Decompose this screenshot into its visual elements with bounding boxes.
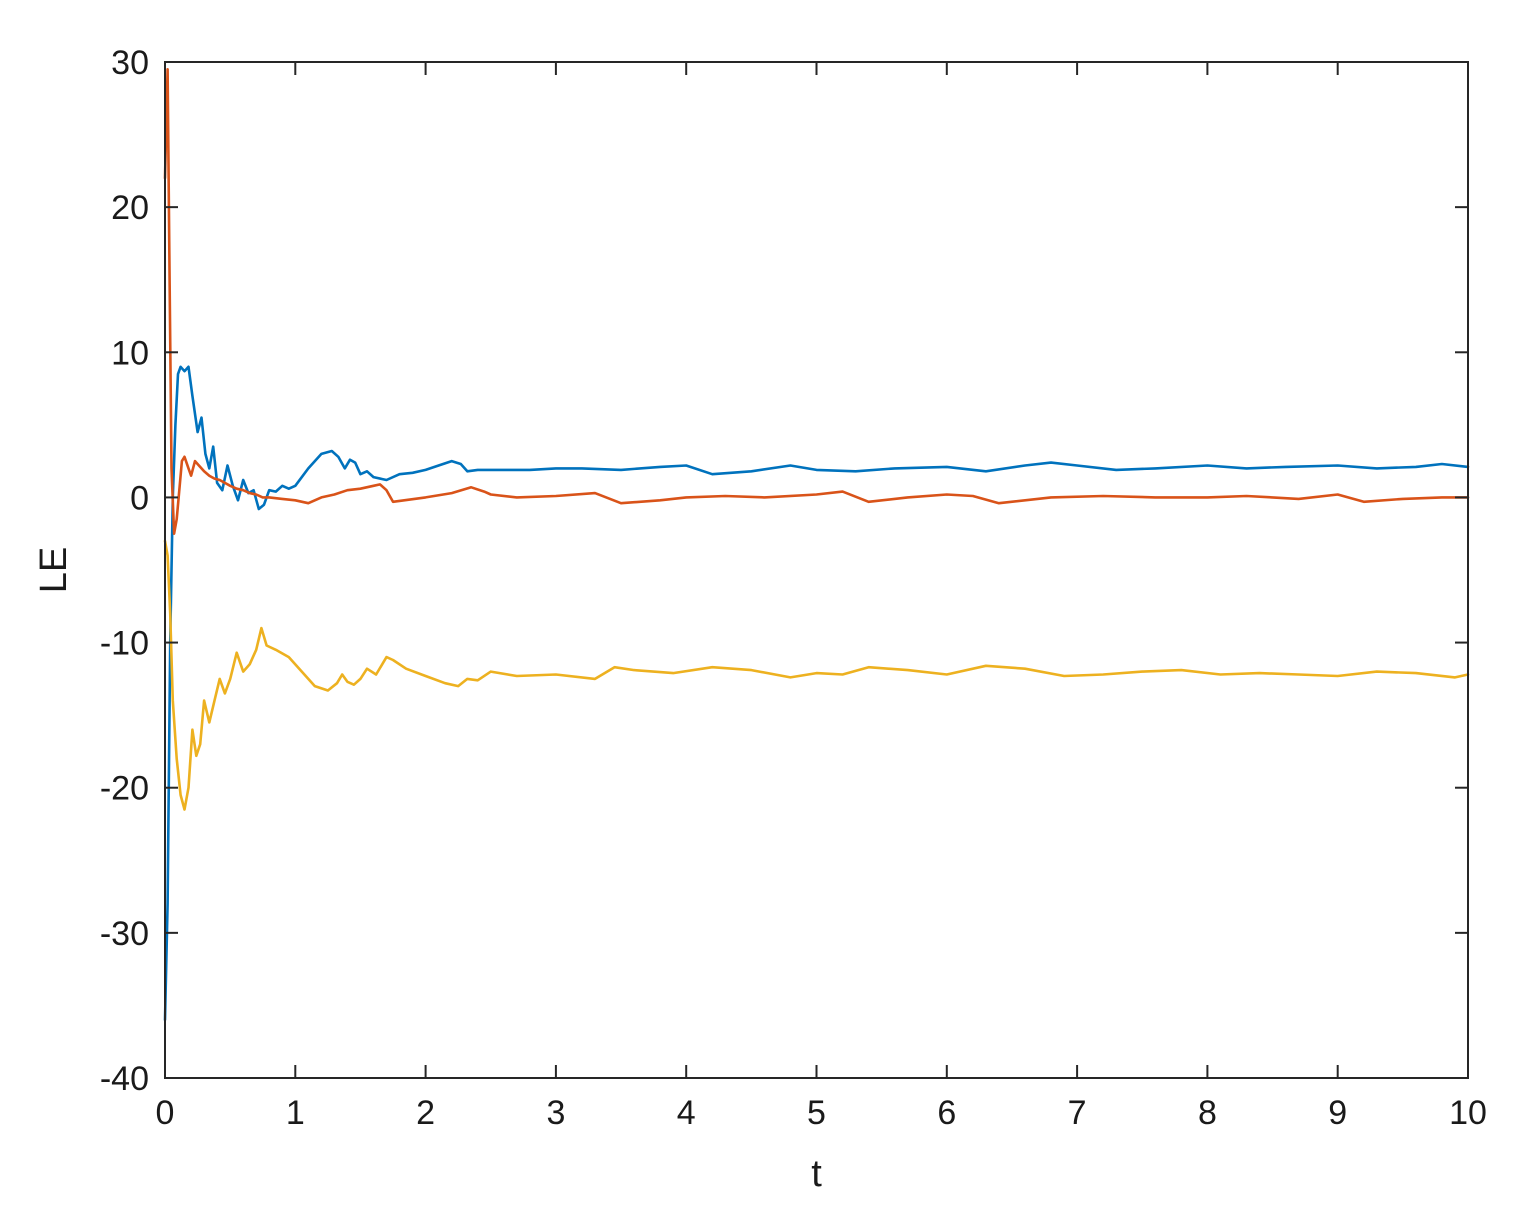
series-layer bbox=[163, 68, 1470, 1022]
x-tick-label: 8 bbox=[1198, 1094, 1217, 1132]
x-tick-label: 2 bbox=[416, 1094, 435, 1132]
x-tick-label: 0 bbox=[156, 1094, 175, 1132]
tick-layer: 0 1 2 3 4 5 6 7 8 9 10 -40 -30 -20 -10 0 10 20 30 bbox=[100, 44, 1487, 1132]
x-tick-label: 3 bbox=[546, 1094, 565, 1132]
y-tick-label: 10 bbox=[111, 334, 149, 372]
series-line-3 bbox=[163, 539, 1470, 811]
y-tick-label: 30 bbox=[111, 44, 149, 82]
x-tick-label: 4 bbox=[677, 1094, 696, 1132]
x-tick-label: 6 bbox=[937, 1094, 956, 1132]
series-line-2 bbox=[163, 68, 1470, 536]
y-tick-label: -10 bbox=[100, 625, 149, 663]
y-tick-label: -20 bbox=[100, 770, 149, 808]
plot-area bbox=[165, 62, 1468, 1078]
x-tick-label: 1 bbox=[286, 1094, 305, 1132]
x-tick-label: 9 bbox=[1328, 1094, 1347, 1132]
series-line-1 bbox=[163, 365, 1470, 1022]
y-axis-title: LE bbox=[33, 547, 75, 593]
x-tick-label: 7 bbox=[1068, 1094, 1087, 1132]
y-tick-label: -30 bbox=[100, 915, 149, 953]
x-tick-label: 10 bbox=[1449, 1094, 1487, 1132]
y-tick-label: 20 bbox=[111, 189, 149, 227]
y-tick-label: -40 bbox=[100, 1060, 149, 1098]
x-tick-label: 5 bbox=[807, 1094, 826, 1132]
axes-box bbox=[164, 61, 1469, 1079]
x-axis-title: t bbox=[811, 1153, 822, 1195]
y-tick-label: 0 bbox=[130, 479, 149, 517]
